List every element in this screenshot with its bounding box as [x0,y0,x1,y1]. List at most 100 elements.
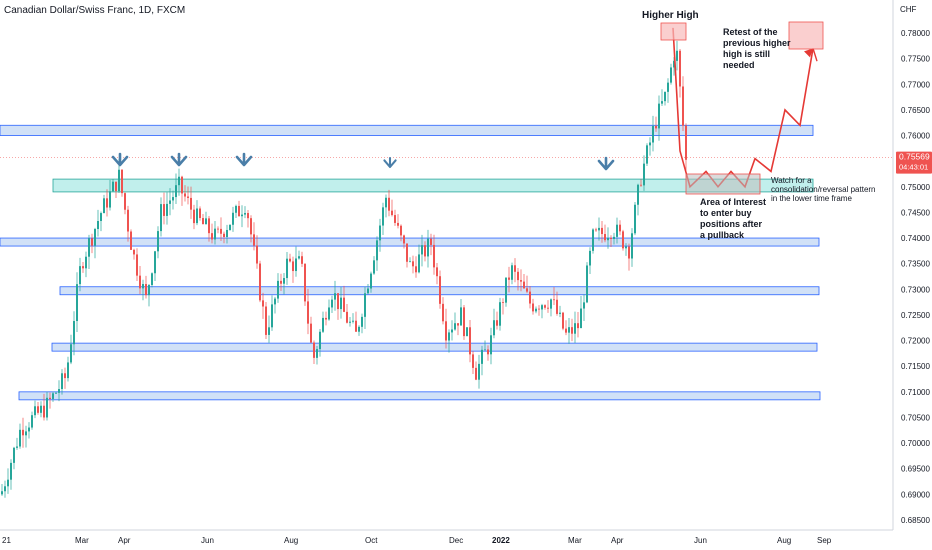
candle-body [154,251,156,274]
candle-body [547,307,549,309]
candle-body [376,240,378,261]
candle-body [316,349,318,358]
candle-body [364,293,366,317]
price-tick-label: 0.70000 [901,439,930,448]
candle-body [340,297,342,310]
candle-body [664,91,666,102]
support-resistance-zone [0,124,814,136]
price-tick-label: 0.76000 [901,132,930,141]
time-tick-label: Apr [611,536,624,545]
candle-body [529,291,531,304]
candle-body [208,218,210,234]
candle-body [676,50,678,61]
candle-body [502,302,504,303]
candle-body [439,276,441,304]
candle-body [643,163,645,186]
candle-body [223,233,225,237]
candle-body [163,204,165,216]
candle-body [226,230,228,237]
candle-body [382,207,384,226]
candle-body [202,218,204,225]
time-axis[interactable]: 21 Mar Apr Jun Aug Oct Dec 2022 Mar Apr Jun Aug Sep [2,536,832,545]
candle-body [10,462,12,480]
candle-body [415,266,417,273]
candle-body [355,320,357,332]
candle-body [124,193,126,210]
aoi-line: to enter buy [700,208,752,218]
candle-body [463,307,465,337]
price-tick-label: 0.69500 [901,465,930,474]
down-arrow-icon [170,155,188,167]
candle-body [634,204,636,234]
candle-body [106,198,108,208]
candle-body [583,302,585,309]
candle-body [91,238,93,246]
candle-body [265,306,267,335]
support-resistance-zone [0,237,820,247]
down-arrow-icon [235,155,253,167]
candle-body [289,258,291,262]
candle-body [592,229,594,251]
candle-body [151,273,153,286]
watch-note: Watch for a consolidation/reversal patte… [771,176,876,203]
projection-arrowhead [804,48,813,58]
retest-line: high is still [723,49,770,59]
candle-body [274,298,276,305]
candle-body [535,308,537,312]
candle-body [658,103,660,129]
candle-body [4,486,6,492]
candle-body [187,196,189,198]
candle-body [250,218,252,235]
candle-body [97,221,99,230]
candle-body [259,263,261,301]
aoi-line: a pullback [700,230,745,240]
aoi-line: Area of Interest [700,197,766,207]
candle-body [577,323,579,329]
candle-body [478,363,480,380]
candle-body [181,176,183,194]
candle-body [550,299,552,309]
candle-body [394,215,396,223]
candle-body [679,50,681,87]
candle-body [484,349,486,351]
candle-body [430,238,432,245]
candle-body [76,284,78,322]
candle-body [196,208,198,224]
candle-body [25,431,27,436]
candle-body [34,406,36,416]
candle-body [442,303,444,322]
candle-body [493,320,495,336]
candle-body [13,447,15,463]
candle-body [565,328,567,333]
candle-body [445,321,447,341]
candle-body [388,197,390,211]
candle-body [262,300,264,307]
projection-tail [812,48,818,62]
candle-body [370,273,372,289]
candle-body [598,227,600,231]
candle-body [610,237,612,240]
candle-body [253,234,255,246]
time-tick-label: Sep [817,536,832,545]
candle-body [403,235,405,244]
candle-body [595,229,597,231]
candle-body [43,405,45,418]
annotation-markers [111,21,824,195]
candle-body [562,312,564,329]
candle-body [55,392,57,394]
price-tick-label: 0.72500 [901,311,930,320]
candle-body [517,271,519,281]
price-tick-label: 0.73500 [901,260,930,269]
candle-body [625,246,627,249]
candle-body [433,244,435,268]
candle-body [277,280,279,299]
candle-body [88,238,90,257]
candle-body [409,261,411,263]
retest-line: previous higher [723,38,791,48]
countdown-timer: 04:43:01 [899,163,928,172]
candle-body [640,184,642,186]
candle-body [346,311,348,323]
candle-body [622,231,624,249]
candle-body [214,228,216,240]
